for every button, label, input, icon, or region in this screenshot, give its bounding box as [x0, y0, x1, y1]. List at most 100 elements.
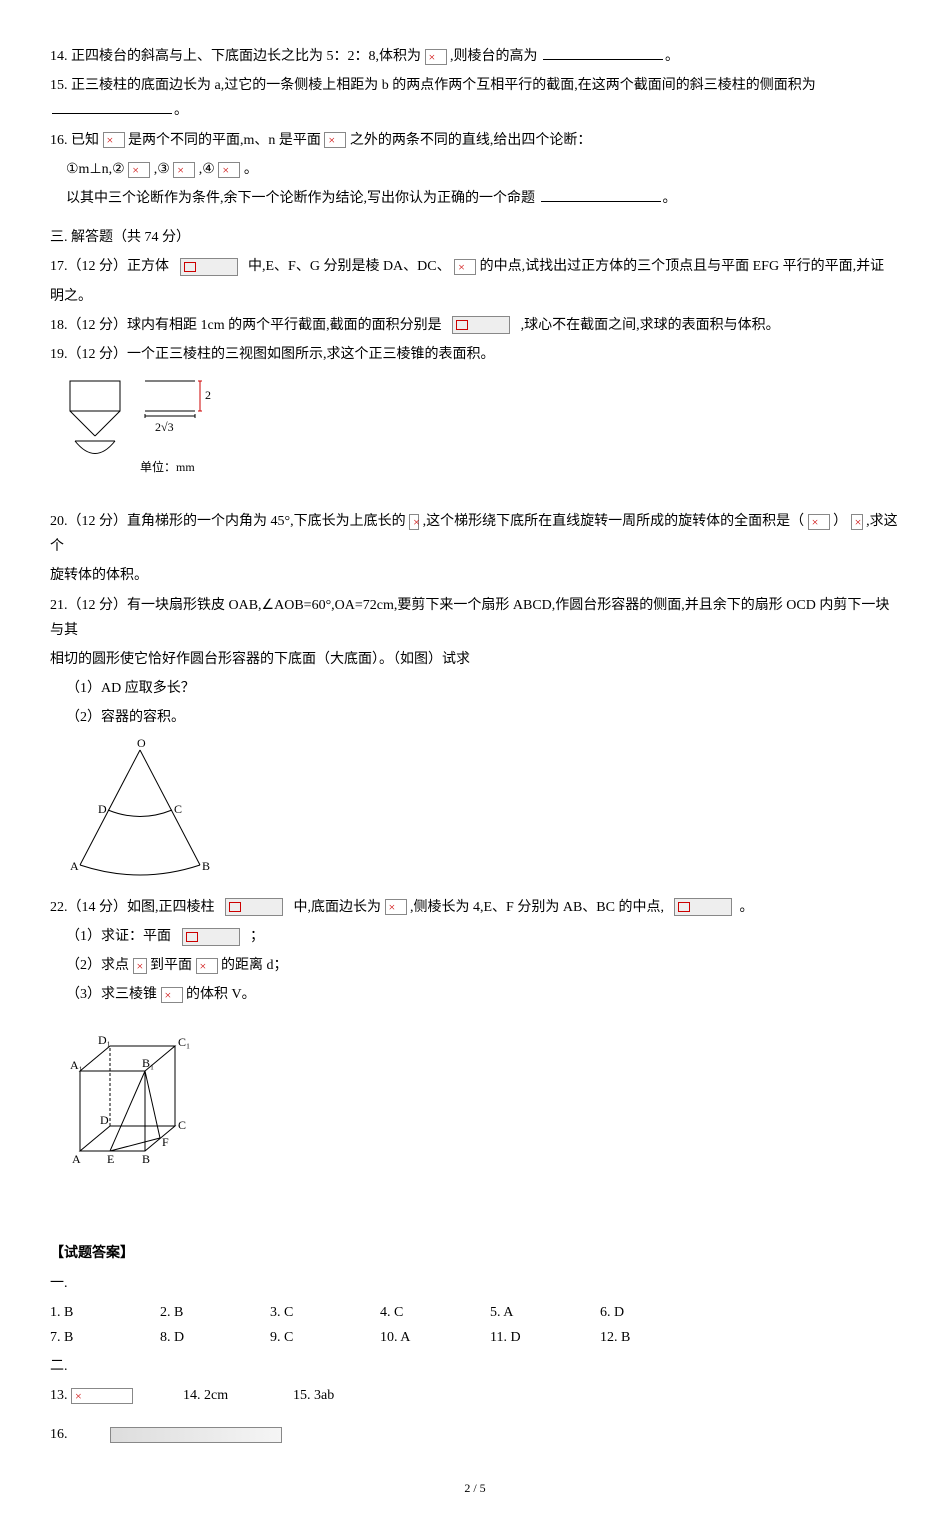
- question-20: 20.（12 分）直角梯形的一个内角为 45°,下底长为上底长的 ,这个梯形绕下…: [50, 509, 900, 559]
- broken-image-icon: [180, 258, 238, 276]
- broken-image-icon: [133, 958, 147, 974]
- broken-image-icon: [218, 162, 240, 178]
- q22-b: 中,底面边长为: [294, 900, 382, 915]
- q17-a: 17.（12 分）正方体: [50, 259, 169, 274]
- question-17: 17.（12 分）正方体 中,E、F、G 分别是棱 DA、DC、 的中点,试找出…: [50, 254, 900, 279]
- svg-text:F: F: [162, 1135, 169, 1149]
- ans-13: 13.: [50, 1383, 133, 1408]
- broken-image-icon: [161, 987, 183, 1003]
- answers-sec1: 一.: [50, 1271, 900, 1296]
- ans-12: 12. B: [600, 1325, 660, 1350]
- broken-image-icon: [385, 899, 407, 915]
- question-22-sub2: （2）求点 到平面 的距离 d；: [50, 953, 900, 978]
- svg-text:E: E: [107, 1152, 114, 1166]
- broken-image-icon: [196, 958, 218, 974]
- svg-text:B: B: [202, 859, 210, 873]
- broken-image-icon: [128, 162, 150, 178]
- ans-11: 11. D: [490, 1325, 550, 1350]
- broken-image-icon: [452, 316, 510, 334]
- broken-image-icon: [425, 49, 447, 65]
- question-19: 19.（12 分）一个正三棱柱的三视图如图所示,求这个正三棱锥的表面积。: [50, 342, 900, 367]
- question-20-end: 旋转体的体积。: [50, 563, 900, 588]
- q16-ops: ①m⊥n,②: [66, 162, 125, 177]
- answer-row-3: 13. 14. 2cm 15. 3ab: [50, 1383, 900, 1408]
- question-16: 16. 已知 是两个不同的平面,m、n 是平面 之外的两条不同的直线,给出四个论…: [50, 128, 900, 153]
- question-22-sub1: （1）求证：平面 ；: [50, 924, 900, 949]
- svg-text:D₁: D₁: [98, 1033, 111, 1047]
- q20-a: 20.（12 分）直角梯形的一个内角为 45°,下底长为上底长的: [50, 514, 406, 529]
- q22-sub1-b: ；: [250, 929, 264, 944]
- ans-6: 6. D: [600, 1300, 660, 1325]
- ans-5: 5. A: [490, 1300, 550, 1325]
- q22-c: ,侧棱长为 4,E、F 分别为 AB、BC 的中点,: [410, 900, 664, 915]
- section-3-header: 三. 解答题（共 74 分）: [50, 225, 900, 250]
- question-17-end: 明之。: [50, 284, 900, 309]
- ans-13-label: 13.: [50, 1388, 68, 1403]
- svg-text:D: D: [98, 802, 107, 816]
- broken-image-icon: [454, 259, 476, 275]
- ans-10: 10. A: [380, 1325, 440, 1350]
- blank-field: [543, 45, 663, 60]
- question-22-sub3: （3）求三棱锥 的体积 V。: [50, 982, 900, 1007]
- svg-text:A: A: [72, 1152, 81, 1166]
- q22-a: 22.（14 分）如图,正四棱柱: [50, 900, 215, 915]
- q14-end: ,则棱台的高为: [450, 49, 538, 64]
- svg-text:O: O: [137, 736, 146, 750]
- question-21-sub1: （1）AD 应取多长？: [50, 676, 900, 701]
- broken-image-icon: [225, 898, 283, 916]
- question-16-options: ①m⊥n,② ,③ ,④ 。: [50, 157, 900, 182]
- q16-ops3: ,③: [154, 162, 170, 177]
- q19-diagram: 2 2√3 单位：mm: [50, 371, 900, 491]
- svg-text:C: C: [174, 802, 182, 816]
- q14-text: 14. 正四棱台的斜高与上、下底面边长之比为 5：2：8,体积为: [50, 49, 421, 64]
- ans-4: 4. C: [380, 1300, 440, 1325]
- q22-sub2-c: 的距离 d；: [221, 958, 288, 973]
- answer-row-1: 1. B 2. B 3. C 4. C 5. A 6. D: [50, 1300, 900, 1325]
- broken-image-icon: [808, 514, 830, 530]
- broken-image-icon: [674, 898, 732, 916]
- ans-3: 3. C: [270, 1300, 330, 1325]
- broken-image-icon: [110, 1427, 282, 1443]
- q18-a: 18.（12 分）球内有相距 1cm 的两个平行截面,截面的面积分别是: [50, 318, 442, 333]
- q16-tail: 以其中三个论断作为条件,余下一个论断作为结论,写出你认为正确的一个命题: [66, 191, 535, 206]
- broken-image-icon: [182, 928, 240, 946]
- q16-c: 之外的两条不同的直线,给出四个论断：: [350, 133, 592, 148]
- blank-field: [541, 187, 661, 202]
- svg-text:B: B: [142, 1152, 150, 1166]
- ans-8: 8. D: [160, 1325, 220, 1350]
- question-21-line1: 21.（12 分）有一块扇形铁皮 OAB,∠AOB=60°,OA=72cm,要剪…: [50, 593, 900, 643]
- broken-image-icon: [71, 1388, 133, 1404]
- ans-15: 15. 3ab: [293, 1383, 353, 1408]
- q18-b: ,球心不在截面之间,求球的表面积与体积。: [521, 318, 780, 333]
- svg-text:A: A: [70, 859, 79, 873]
- answers-sec2: 二.: [50, 1354, 900, 1379]
- q17-b: 中,E、F、G 分别是棱 DA、DC、: [248, 259, 451, 274]
- ans-7: 7. B: [50, 1325, 110, 1350]
- svg-text:B₁: B₁: [142, 1056, 154, 1070]
- q16-ops4: ,④: [199, 162, 215, 177]
- broken-image-icon: [324, 132, 346, 148]
- page-number: 2 / 5: [50, 1478, 900, 1500]
- question-16-tail: 以其中三个论断作为条件,余下一个论断作为结论,写出你认为正确的一个命题 。: [50, 186, 900, 211]
- question-18: 18.（12 分）球内有相距 1cm 的两个平行截面,截面的面积分别是 ,球心不…: [50, 313, 900, 338]
- q22-sub2-a: （2）求点: [66, 958, 129, 973]
- ans-1: 1. B: [50, 1300, 110, 1325]
- broken-image-icon: [173, 162, 195, 178]
- question-22: 22.（14 分）如图,正四棱柱 中,底面边长为 ,侧棱长为 4,E、F 分别为…: [50, 895, 900, 920]
- svg-text:D: D: [100, 1113, 109, 1127]
- question-14: 14. 正四棱台的斜高与上、下底面边长之比为 5：2：8,体积为 ,则棱台的高为…: [50, 44, 900, 69]
- ans-14: 14. 2cm: [183, 1383, 243, 1408]
- broken-image-icon: [851, 514, 863, 530]
- question-21-sub2: （2）容器的容积。: [50, 705, 900, 730]
- broken-image-icon: [409, 514, 419, 530]
- broken-image-icon: [103, 132, 125, 148]
- ans-9: 9. C: [270, 1325, 330, 1350]
- q22-sub3-b: 的体积 V。: [186, 987, 256, 1002]
- label-2: 2: [205, 388, 211, 402]
- svg-text:C: C: [178, 1118, 186, 1132]
- answers-title: 【试题答案】: [50, 1241, 900, 1266]
- question-15: 15. 正三棱柱的底面边长为 a,过它的一条侧棱上相距为 b 的两点作两个互相平…: [50, 73, 900, 123]
- q20-b: ,这个梯形绕下底所在直线旋转一周所成的旋转体的全面积是（: [423, 514, 805, 529]
- q17-c: 的中点,试找出过正方体的三个顶点且与平面 EFG 平行的平面,并证: [480, 259, 884, 274]
- unit-label: 单位：mm: [140, 459, 195, 474]
